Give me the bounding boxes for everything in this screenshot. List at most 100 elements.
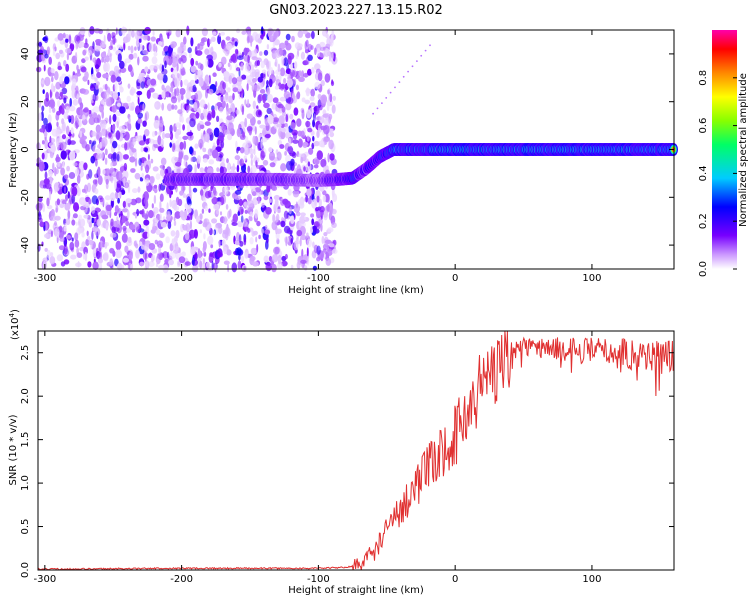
- noise-speck: [106, 168, 110, 176]
- noise-speck: [69, 241, 75, 251]
- noise-speck: [222, 186, 229, 196]
- noise-speck: [50, 215, 57, 221]
- noise-speck: [76, 64, 79, 71]
- noise-speck: [420, 54, 423, 57]
- y-tick-label: -40: [20, 237, 31, 253]
- noise-speck: [168, 259, 174, 266]
- noise-speck: [216, 209, 220, 215]
- noise-speck: [320, 223, 323, 232]
- noise-speck: [216, 115, 220, 123]
- noise-speck: [300, 130, 305, 138]
- noise-speck: [330, 34, 334, 44]
- noise-speck: [90, 73, 96, 80]
- noise-speck: [299, 237, 302, 247]
- noise-speck: [190, 37, 194, 47]
- y-tick-label: 40: [20, 48, 31, 61]
- noise-speck: [104, 83, 108, 91]
- noise-speck: [303, 265, 308, 271]
- noise-speck: [257, 76, 263, 83]
- noise-speck: [281, 127, 287, 133]
- noise-speck: [311, 67, 315, 74]
- noise-speck: [72, 162, 78, 167]
- noise-speck: [135, 249, 140, 259]
- noise-speck: [162, 131, 165, 140]
- noise-speck: [263, 195, 269, 201]
- noise-speck: [199, 99, 206, 108]
- noise-speck: [259, 124, 266, 129]
- noise-speck: [135, 105, 141, 115]
- noise-speck: [311, 142, 315, 150]
- x-tick-label: 0: [452, 574, 458, 585]
- bottom-y-axis-label: SNR (10 * v/v): [8, 414, 19, 485]
- noise-speck: [161, 102, 165, 111]
- noise-speck: [153, 187, 158, 194]
- noise-speck: [274, 61, 277, 67]
- noise-speck: [141, 172, 144, 179]
- noise-speck: [323, 232, 328, 237]
- noise-speck: [65, 63, 70, 72]
- noise-speck: [166, 103, 173, 112]
- noise-speck: [50, 230, 54, 238]
- noise-speck: [63, 244, 68, 255]
- noise-speck: [114, 81, 118, 92]
- noise-speck: [119, 45, 124, 50]
- noise-speck: [165, 91, 171, 98]
- noise-speck: [268, 78, 273, 88]
- noise-speck: [54, 166, 57, 177]
- noise-speck: [148, 87, 155, 93]
- noise-speck: [101, 42, 107, 48]
- noise-speck: [142, 103, 145, 112]
- noise-speck: [94, 45, 101, 52]
- noise-speck: [227, 133, 233, 141]
- noise-speck: [173, 216, 176, 221]
- noise-speck: [285, 102, 292, 111]
- noise-speck: [205, 221, 212, 232]
- noise-speck: [162, 165, 165, 171]
- x-tick-label: 100: [582, 574, 601, 585]
- noise-speck: [240, 62, 244, 71]
- noise-speck: [302, 29, 308, 35]
- noise-speck: [277, 254, 282, 265]
- noise-speck: [307, 54, 313, 61]
- noise-speck: [218, 32, 221, 37]
- noise-speck: [158, 183, 161, 192]
- noise-speck: [115, 249, 123, 259]
- noise-speck: [411, 65, 414, 68]
- noise-speck: [271, 221, 277, 231]
- bottom-y-multiplier: (x104): [8, 309, 21, 340]
- noise-speck: [114, 179, 117, 190]
- noise-speck: [71, 78, 77, 87]
- noise-speck: [75, 221, 78, 226]
- noise-speck: [88, 117, 96, 126]
- noise-speck: [99, 241, 103, 249]
- noise-speck: [292, 190, 300, 198]
- noise-speck: [161, 84, 165, 91]
- noise-speck: [81, 231, 85, 238]
- noise-speck: [81, 197, 86, 206]
- noise-speck: [60, 167, 65, 176]
- noise-speck: [123, 178, 126, 187]
- noise-speck: [132, 138, 136, 146]
- noise-speck: [59, 203, 65, 209]
- noise-speck: [112, 35, 116, 45]
- noise-speck: [67, 191, 71, 199]
- noise-speck: [153, 51, 158, 57]
- noise-speck: [307, 161, 311, 167]
- noise-speck: [89, 84, 95, 92]
- noise-speck: [211, 109, 216, 119]
- noise-speck: [123, 43, 126, 51]
- noise-speck: [76, 247, 79, 255]
- noise-speck: [314, 63, 321, 71]
- noise-speck: [287, 52, 295, 60]
- noise-speck: [174, 161, 182, 167]
- noise-speck: [236, 146, 241, 151]
- noise-speck: [153, 64, 160, 70]
- noise-speck: [297, 138, 303, 148]
- noise-speck: [83, 162, 88, 171]
- y-tick-label: -20: [20, 189, 31, 205]
- noise-speck: [329, 153, 335, 161]
- noise-speck: [325, 33, 329, 39]
- noise-speck: [66, 165, 70, 172]
- noise-speck: [57, 33, 64, 41]
- noise-speck: [71, 40, 75, 45]
